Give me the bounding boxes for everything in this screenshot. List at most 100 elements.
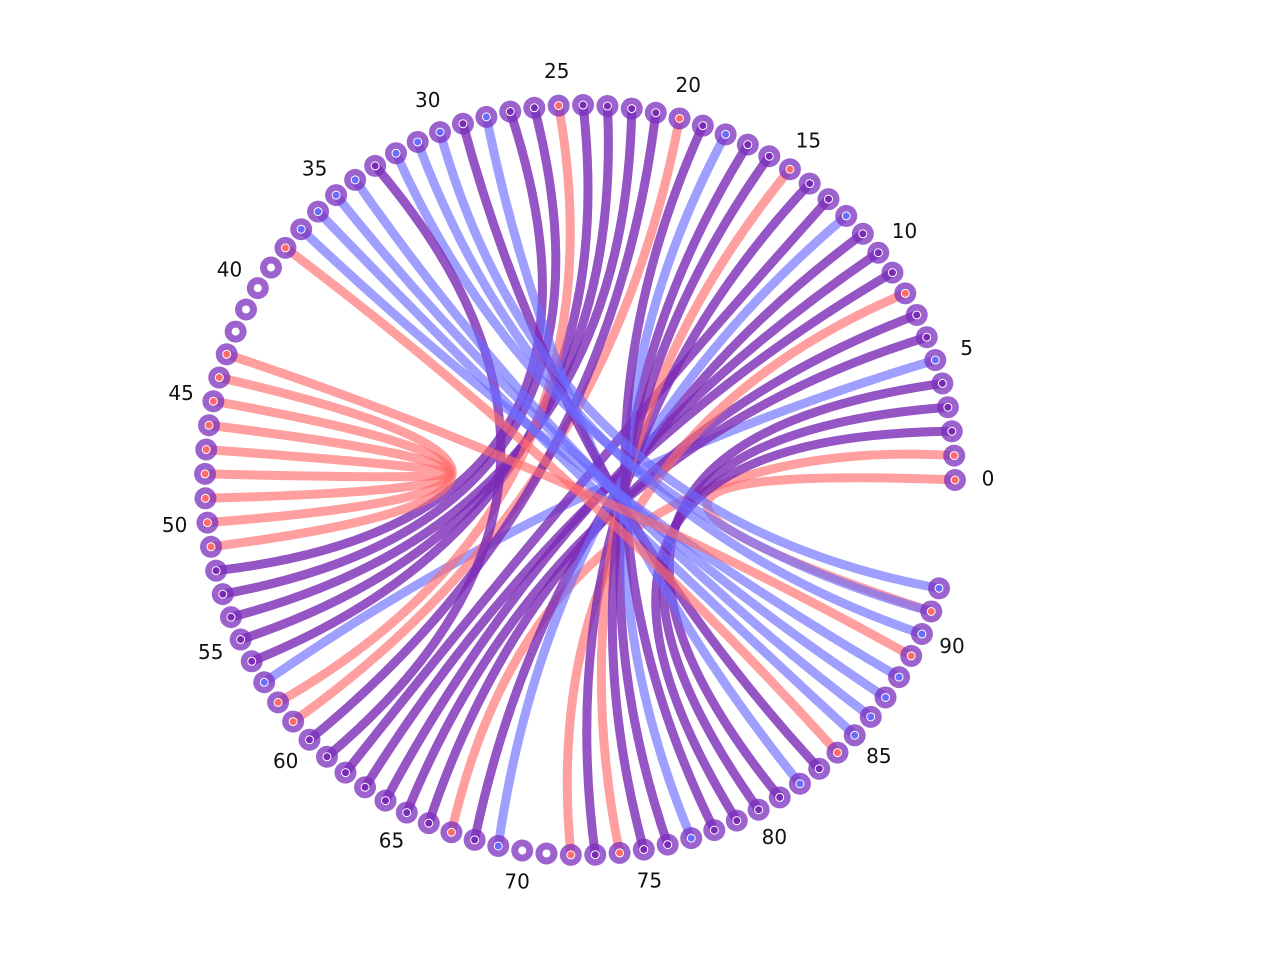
node-24 <box>572 94 595 117</box>
node-40 <box>246 277 269 300</box>
node-15 <box>778 158 801 181</box>
tick-label-15: 15 <box>796 128 821 152</box>
tick-label-35: 35 <box>302 157 327 181</box>
node-27 <box>499 100 522 123</box>
node-48 <box>194 462 217 485</box>
node-66 <box>417 812 440 835</box>
node-18 <box>714 123 737 146</box>
links-layer <box>200 100 960 860</box>
node-19 <box>691 114 714 137</box>
node-5 <box>924 349 947 372</box>
node-74 <box>608 841 631 864</box>
node-64 <box>374 789 397 812</box>
node-31 <box>406 130 429 153</box>
node-92 <box>928 577 951 600</box>
node-87 <box>874 686 897 709</box>
node-63 <box>354 776 377 799</box>
tick-label-30: 30 <box>415 88 440 112</box>
node-90 <box>910 623 933 646</box>
node-57 <box>253 671 276 694</box>
node-0 <box>944 469 966 491</box>
node-58 <box>267 691 290 714</box>
node-34 <box>344 168 367 191</box>
link-19-78 <box>620 121 719 835</box>
tick-label-85: 85 <box>866 744 891 768</box>
node-56 <box>240 650 263 673</box>
node-65 <box>395 801 418 824</box>
node-79 <box>725 809 748 832</box>
node-73 <box>584 843 607 866</box>
node-26 <box>523 96 546 119</box>
node-2 <box>940 420 963 443</box>
node-39 <box>259 256 282 279</box>
node-54 <box>219 606 242 629</box>
node-88 <box>888 666 911 689</box>
node-23 <box>596 95 619 118</box>
node-53 <box>211 583 234 606</box>
node-68 <box>463 828 486 851</box>
node-75 <box>632 838 655 861</box>
tick-label-80: 80 <box>762 825 787 849</box>
node-8 <box>894 282 917 305</box>
node-36 <box>307 200 330 223</box>
node-30 <box>429 121 452 144</box>
tick-label-0: 0 <box>982 467 995 491</box>
node-62 <box>334 761 357 784</box>
node-77 <box>680 827 703 850</box>
node-71 <box>535 842 558 865</box>
node-11 <box>851 222 874 245</box>
tick-label-55: 55 <box>198 640 223 664</box>
node-21 <box>644 101 667 124</box>
node-41 <box>235 298 258 321</box>
node-29 <box>451 112 474 135</box>
node-35 <box>325 184 348 207</box>
node-20 <box>668 107 691 130</box>
node-16 <box>758 145 781 168</box>
node-38 <box>274 236 297 259</box>
link-29-83 <box>458 119 824 774</box>
link-32-91 <box>391 148 936 616</box>
node-9 <box>881 261 904 284</box>
node-55 <box>229 628 252 651</box>
node-45 <box>202 390 225 413</box>
node-33 <box>364 154 387 177</box>
link-33-61 <box>322 161 506 762</box>
tick-label-45: 45 <box>168 381 193 405</box>
node-46 <box>198 414 221 437</box>
tick-label-70: 70 <box>504 870 529 894</box>
node-10 <box>867 241 890 264</box>
link-36-85 <box>313 207 860 740</box>
node-67 <box>440 821 463 844</box>
node-69 <box>487 834 510 857</box>
node-76 <box>656 833 679 856</box>
node-22 <box>620 97 643 120</box>
node-4 <box>931 372 954 395</box>
node-42 <box>224 320 247 343</box>
node-85 <box>843 724 866 747</box>
link-43-89 <box>222 349 916 661</box>
node-51 <box>199 535 222 558</box>
node-72 <box>559 843 582 866</box>
link-30-92 <box>435 127 944 593</box>
node-37 <box>290 218 313 241</box>
tick-labels-layer: 0 5 10 15 20 25 30 35 40 45 50 55 60 65 70 75 80 85 90 <box>162 59 994 893</box>
node-86 <box>859 705 882 728</box>
node-50 <box>196 511 219 534</box>
node-49 <box>194 487 217 510</box>
node-32 <box>385 142 408 165</box>
tick-label-90: 90 <box>939 634 964 658</box>
tick-label-20: 20 <box>676 73 701 97</box>
node-44 <box>208 366 231 389</box>
node-78 <box>703 819 726 842</box>
tick-label-75: 75 <box>637 869 662 893</box>
node-60 <box>298 728 321 751</box>
node-3 <box>936 396 959 419</box>
node-6 <box>915 326 938 349</box>
node-25 <box>547 94 570 117</box>
node-14 <box>798 172 821 195</box>
node-61 <box>315 745 338 768</box>
node-43 <box>215 343 238 366</box>
tick-label-10: 10 <box>892 219 917 243</box>
